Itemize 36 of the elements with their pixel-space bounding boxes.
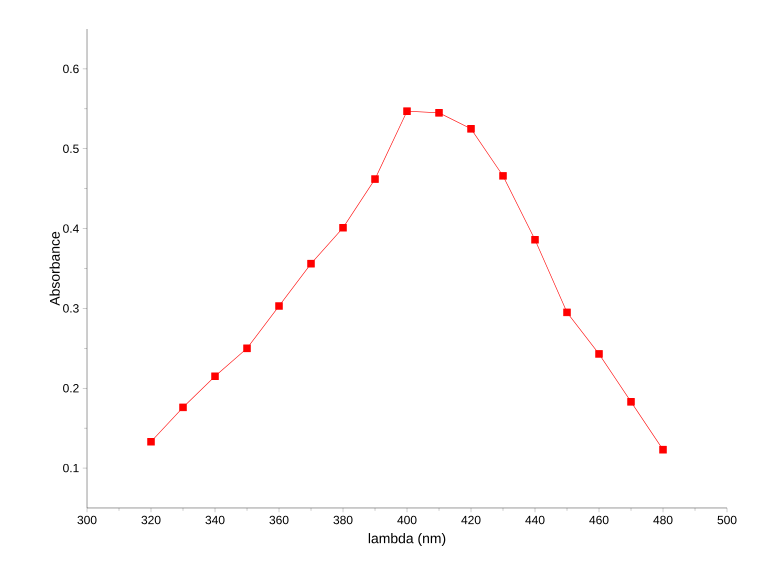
x-tick-label: 460	[589, 516, 609, 524]
point	[179, 404, 187, 412]
point	[435, 109, 443, 117]
point	[499, 172, 507, 180]
y-tick-label: 0.1	[63, 464, 79, 472]
x-tick-label: 300	[77, 516, 97, 524]
point	[627, 398, 635, 406]
y-tick-label: 0.3	[63, 304, 79, 313]
x-tick-label: 360	[269, 516, 289, 524]
y-tick-label: 0.5	[63, 144, 79, 153]
y-tick-label: 0.2	[63, 384, 79, 392]
x-tick-label: 500	[718, 516, 737, 524]
x-tick-label: 440	[525, 516, 545, 524]
point	[371, 175, 379, 183]
x-axis-title: lambda (nm)	[368, 533, 446, 546]
y-tick-label: 0.4	[63, 224, 79, 233]
point	[307, 260, 315, 268]
point	[563, 308, 571, 316]
x-tick-label: 480	[653, 516, 673, 524]
point	[659, 446, 667, 454]
y-tick-label: 0.6	[63, 64, 79, 74]
point	[275, 302, 283, 310]
x-tick-label: 380	[333, 516, 353, 524]
x-tick-label: 420	[461, 516, 481, 524]
x-tick-label: 320	[141, 516, 161, 524]
point	[595, 350, 603, 358]
y-axis-title: Absorbance	[50, 232, 60, 306]
point	[467, 124, 475, 133]
point	[531, 236, 539, 244]
point	[211, 372, 219, 380]
point	[243, 344, 251, 352]
x-tick-label: 340	[205, 516, 225, 524]
point	[147, 438, 155, 446]
point	[339, 224, 347, 232]
point	[403, 107, 411, 116]
x-tick-label: 400	[397, 516, 417, 524]
